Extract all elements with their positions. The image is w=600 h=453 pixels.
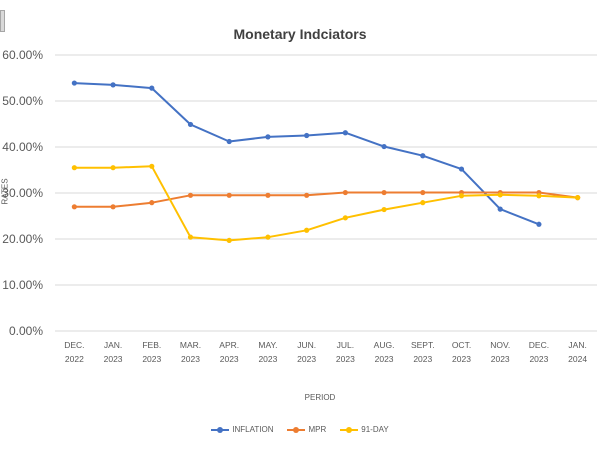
x-tick-label: SEPT.: [411, 340, 435, 350]
data-point: [265, 234, 271, 240]
y-tick-label: 30.00%: [2, 186, 43, 200]
data-point: [226, 138, 232, 145]
x-tick-label: AUG.: [374, 340, 395, 350]
x-tick-label: FEB.: [142, 340, 161, 350]
x-tick-label: APR.: [219, 340, 239, 350]
legend-label: MPR: [308, 425, 327, 434]
data-point: [420, 189, 426, 196]
data-point: [187, 234, 194, 240]
data-point: [187, 192, 194, 198]
data-point: [149, 85, 155, 91]
y-tick-label: 0.00%: [9, 324, 43, 338]
x-tick-label: 2023: [529, 354, 548, 364]
series-line: [74, 191, 578, 208]
data-point: [304, 132, 310, 139]
x-tick-label: 2023: [104, 354, 123, 364]
x-tick-label: OCT.: [452, 340, 471, 350]
x-tick-label: JAN.: [104, 340, 122, 350]
x-tick-label: 2023: [336, 354, 355, 364]
x-tick-label: NOV.: [490, 340, 510, 350]
y-tick-label: 60.00%: [2, 48, 43, 62]
data-point: [71, 80, 77, 86]
x-tick-label: MAR.: [180, 340, 201, 350]
data-point: [575, 195, 581, 201]
data-point: [71, 165, 77, 171]
x-tick-label: 2022: [65, 354, 84, 364]
data-point: [110, 82, 116, 88]
y-axis-title: RATES: [0, 178, 10, 205]
y-tick-label: 20.00%: [2, 232, 43, 246]
data-point: [265, 192, 271, 198]
x-tick-label: JUL.: [337, 340, 354, 350]
x-tick-label: 2023: [413, 354, 432, 364]
data-point: [187, 121, 194, 128]
x-tick-label: JUN.: [297, 340, 316, 350]
legend-item: MPR: [287, 425, 326, 434]
data-point: [536, 221, 542, 227]
chart-title: Monetary Indciators: [233, 26, 367, 42]
data-point: [304, 192, 310, 198]
x-tick-label: JAN.: [568, 340, 586, 350]
x-tick-label: MAY.: [258, 340, 277, 350]
data-point: [420, 200, 426, 206]
data-point: [342, 130, 348, 136]
data-point: [381, 143, 387, 150]
x-tick-label: 2023: [142, 354, 161, 364]
x-tick-label: 2023: [258, 354, 277, 364]
x-tick-label: 2023: [375, 354, 394, 364]
x-tick-label: 2023: [220, 354, 239, 364]
data-point: [536, 193, 542, 199]
legend-item: 91-DAY: [340, 425, 389, 434]
y-tick-label: 50.00%: [2, 94, 43, 108]
resize-handle[interactable]: [0, 10, 5, 32]
data-point: [226, 192, 232, 198]
data-point: [497, 206, 503, 212]
chart-legend: INFLATION MPR 91-DAY: [0, 425, 600, 434]
y-tick-label: 10.00%: [2, 278, 43, 292]
legend-swatch: [287, 426, 306, 433]
data-point: [342, 189, 348, 196]
data-point: [110, 165, 116, 171]
x-tick-label: DEC.: [529, 340, 549, 350]
x-tick-label: 2023: [181, 354, 200, 364]
data-point: [381, 189, 387, 196]
series-line: [74, 165, 578, 242]
legend-item: INFLATION: [211, 425, 273, 434]
x-tick-label: 2023: [452, 354, 471, 364]
legend-swatch: [340, 426, 359, 433]
data-point: [71, 204, 77, 210]
data-point: [110, 204, 116, 210]
data-point: [149, 200, 155, 206]
data-point: [458, 193, 465, 199]
legend-label: 91-DAY: [361, 425, 389, 434]
y-tick-label: 40.00%: [2, 140, 43, 154]
data-point: [497, 192, 503, 198]
x-tick-label: 2023: [297, 354, 316, 364]
x-tick-label: 2023: [491, 354, 510, 364]
x-tick-label: 2024: [568, 354, 587, 364]
data-point: [226, 237, 232, 243]
legend-label: INFLATION: [232, 425, 274, 434]
legend-swatch: [211, 426, 230, 433]
x-axis-title: PERIOD: [304, 393, 336, 402]
data-point: [265, 134, 271, 140]
data-point: [458, 166, 465, 172]
data-point: [304, 227, 310, 233]
x-tick-label: DEC.: [64, 340, 84, 350]
data-point: [149, 163, 155, 169]
data-point: [420, 153, 426, 159]
data-point: [342, 215, 348, 221]
data-point: [381, 206, 387, 213]
